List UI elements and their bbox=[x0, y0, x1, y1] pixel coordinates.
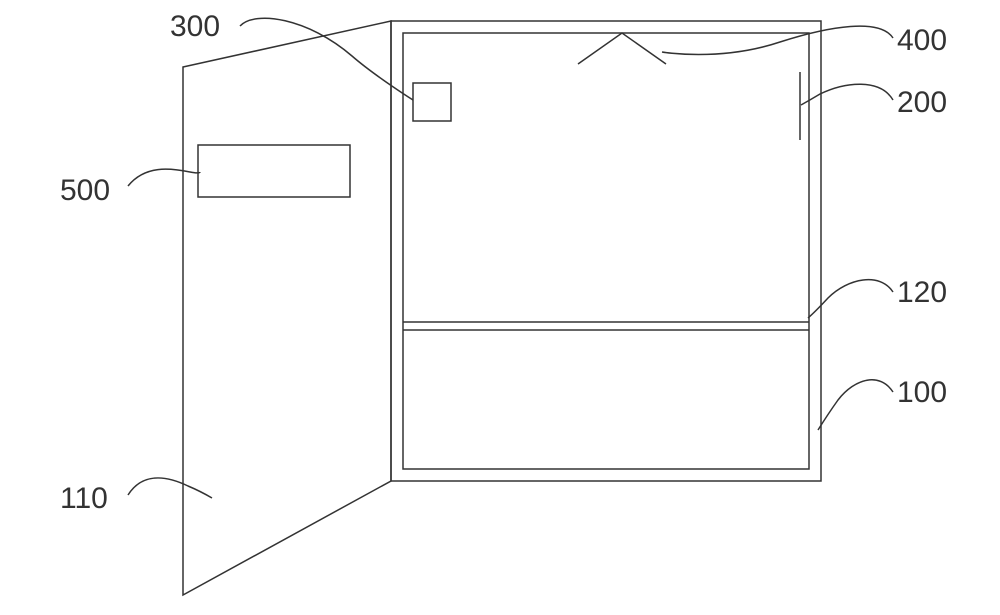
cabinet-inner bbox=[403, 33, 809, 469]
leader-200 bbox=[801, 84, 893, 105]
leader-500 bbox=[128, 169, 200, 186]
part-300 bbox=[413, 83, 451, 121]
leader-110 bbox=[128, 478, 212, 498]
leader-100 bbox=[818, 380, 893, 430]
label-300: 300 bbox=[170, 10, 220, 43]
leader-400 bbox=[662, 26, 893, 54]
cabinet-outer bbox=[391, 21, 821, 481]
label-400: 400 bbox=[897, 24, 947, 57]
leader-300 bbox=[240, 18, 413, 100]
door-window bbox=[198, 145, 350, 197]
label-100: 100 bbox=[897, 376, 947, 409]
patent-diagram: 300 400 200 500 120 100 110 bbox=[0, 0, 1000, 615]
label-110: 110 bbox=[60, 482, 108, 515]
label-500: 500 bbox=[60, 174, 110, 207]
label-200: 200 bbox=[897, 86, 947, 119]
label-120: 120 bbox=[897, 276, 947, 309]
door-panel bbox=[183, 21, 391, 595]
part-400-triangle bbox=[578, 33, 666, 64]
